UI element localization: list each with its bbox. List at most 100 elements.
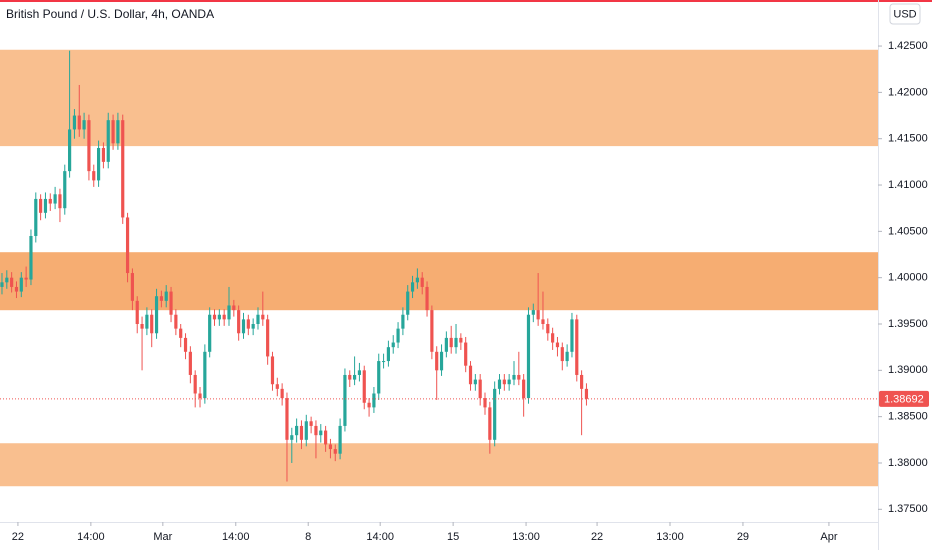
x-tick-label: 22 (591, 531, 603, 543)
candle-body (536, 310, 540, 320)
candle-body (19, 277, 23, 292)
candle-body (14, 286, 19, 292)
y-tick-label: 1.38500 (888, 411, 928, 423)
candle-body (565, 351, 569, 362)
last-price-label: 1.38692 (884, 393, 924, 405)
currency-button[interactable] (889, 3, 921, 25)
candle-body (328, 444, 333, 450)
candle-body (410, 282, 415, 292)
candle-body (275, 384, 279, 389)
y-tick-label: 1.39500 (888, 318, 928, 330)
x-tick-label: Apr (820, 531, 837, 543)
x-tick-label: 15 (447, 531, 459, 543)
candle-body (502, 379, 506, 385)
candle-body (372, 393, 376, 408)
candle-body (43, 198, 48, 213)
y-tick-label: 1.41000 (888, 179, 928, 191)
x-tick-label: 8 (305, 531, 311, 543)
candle-body (555, 342, 560, 348)
candle-body (415, 277, 419, 283)
zone (0, 443, 878, 487)
candle-body (169, 291, 173, 315)
candle-body (338, 425, 342, 454)
candle-body (570, 319, 574, 352)
y-tick-label: 1.37500 (888, 503, 928, 515)
candle-body (188, 351, 192, 375)
candle-body (251, 324, 255, 329)
candle-body (154, 296, 159, 334)
candle-body (150, 314, 154, 334)
candle-body (72, 115, 77, 130)
zone (0, 252, 878, 311)
candle-body (580, 374, 584, 389)
candle-body (295, 425, 299, 436)
candle-body (174, 314, 178, 329)
candle-body (449, 337, 453, 348)
y-tick-label: 1.41500 (888, 133, 928, 145)
candle-body (512, 374, 516, 380)
candle-body (324, 430, 328, 445)
x-tick-label: 14:00 (77, 531, 105, 543)
candle-body (517, 374, 521, 380)
candle-body (24, 277, 28, 280)
candle-body (560, 347, 564, 362)
candle-body (551, 333, 555, 343)
candle-body (48, 198, 52, 204)
candle-body (222, 314, 226, 320)
candle-body (367, 402, 371, 408)
candle-body (406, 291, 410, 315)
candle-body (232, 305, 236, 311)
candle-body (241, 319, 246, 334)
x-tick-label: 22 (12, 531, 24, 543)
candle-body (135, 300, 139, 325)
candle-body (488, 407, 492, 440)
candle-body (87, 120, 91, 172)
candle-body (497, 379, 502, 389)
candle-body (130, 273, 134, 301)
candle-body (101, 147, 106, 162)
candle-body (285, 398, 289, 440)
candle-body (261, 314, 265, 320)
candle-body (208, 314, 212, 352)
candle-body (77, 115, 81, 130)
candle-body (309, 421, 313, 426)
candle-body (343, 374, 347, 426)
candle-body (193, 374, 197, 394)
y-tick-label: 1.38000 (888, 457, 928, 469)
candle-body (391, 342, 395, 348)
candle-body (82, 120, 86, 130)
candle-body (420, 277, 424, 287)
candle-body (473, 379, 477, 385)
candle-body (439, 351, 444, 371)
candle-body (396, 328, 400, 343)
candle-body (459, 337, 463, 343)
x-tick-label: 13:00 (512, 531, 540, 543)
candle-body (319, 430, 323, 436)
candle-body (333, 449, 337, 454)
candle-body (435, 351, 439, 371)
candle-body (53, 194, 57, 204)
candle-body (362, 370, 366, 403)
candle-body (111, 120, 115, 144)
x-tick-label: Mar (153, 531, 172, 543)
candle-body (531, 310, 535, 315)
candle-body (348, 374, 352, 380)
candle-body (179, 328, 183, 338)
candle-body (526, 314, 531, 399)
candle-body (116, 120, 120, 144)
currency-label[interactable]: USD (893, 8, 916, 20)
candle-body (217, 314, 221, 320)
candle-body (5, 277, 9, 283)
chart-title: British Pound / U.S. Dollar, 4h, OANDA (6, 7, 214, 21)
candle-body (63, 171, 67, 209)
candle-body (10, 277, 14, 287)
x-tick-label: 29 (737, 531, 749, 543)
y-tick-label: 1.39000 (888, 364, 928, 376)
candle-body (401, 314, 405, 329)
candle-body (34, 198, 38, 236)
candle-body (29, 235, 33, 280)
candle-body (304, 421, 308, 440)
candle-body (381, 361, 386, 363)
candle-body (377, 361, 381, 394)
